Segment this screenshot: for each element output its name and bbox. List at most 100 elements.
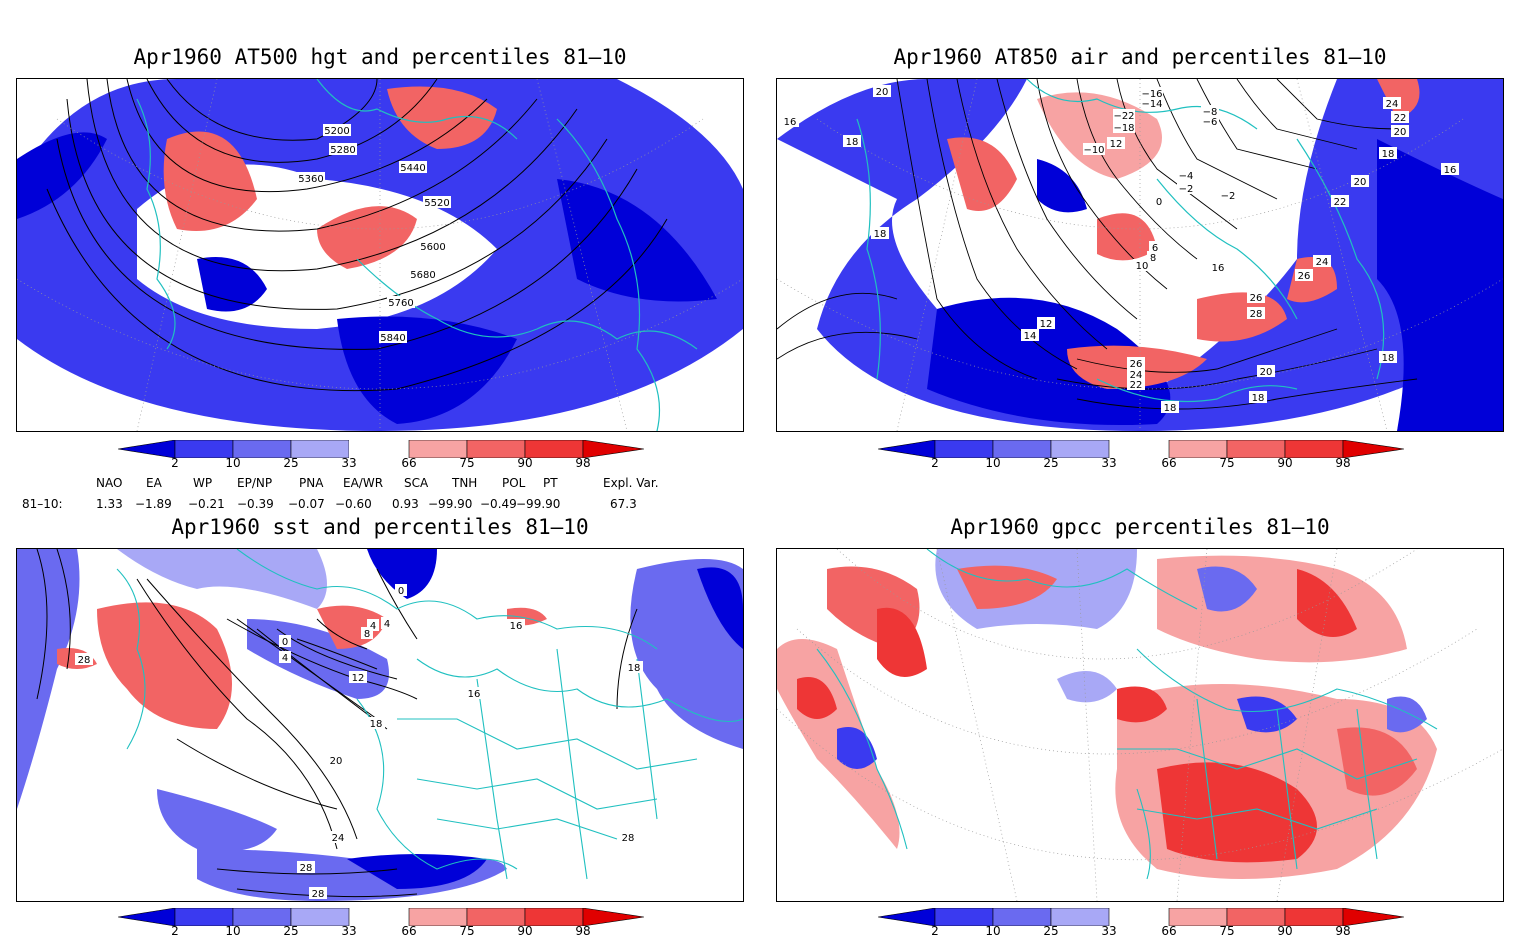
contour-label: −16 [1141, 87, 1163, 100]
colorbar-tick: 90 [1277, 456, 1293, 470]
colorbar-tick: 66 [401, 924, 417, 938]
svg-text:28: 28 [300, 863, 313, 874]
svg-text:18: 18 [1252, 393, 1265, 404]
index-value: −0.07 [288, 497, 325, 511]
colorbar-tick: 75 [1219, 924, 1235, 938]
svg-text:−14: −14 [1141, 99, 1162, 110]
contour-label: 10 [1133, 259, 1151, 272]
colorbar-tick: 66 [401, 456, 417, 470]
panel-title-gpcc: Apr1960 gpcc percentiles 81–10 [950, 515, 1330, 539]
contour-label: −4 [1177, 169, 1195, 182]
svg-text:18: 18 [874, 229, 887, 240]
svg-text:18: 18 [846, 137, 859, 148]
colorbar-tick: 10 [225, 456, 241, 470]
svg-text:28: 28 [1250, 309, 1263, 320]
index-header: EA/WR [343, 476, 384, 490]
contour-label: −2 [1177, 182, 1195, 195]
contour-label: 5280 [329, 143, 357, 156]
index-value-row: 81–10: 1.33 −1.89 −0.21 −0.39 −0.07 −0.6… [0, 497, 760, 513]
contour-label: 8 [361, 627, 373, 640]
contour-label: 26 [1295, 269, 1313, 282]
contour-label: 20 [1391, 125, 1409, 138]
index-header: NAO [96, 476, 123, 490]
contour-label: 18 [871, 227, 889, 240]
svg-text:−2: −2 [1221, 191, 1236, 202]
svg-text:12: 12 [1040, 319, 1053, 330]
index-value: 0.93 [392, 497, 419, 511]
contour-label: 28 [75, 653, 93, 666]
map-gpcc [776, 548, 1504, 902]
svg-text:−6: −6 [1203, 117, 1218, 128]
map-sst: 0 4 8 4 12 16 0 4 16 18 20 24 28 28 28 1… [16, 548, 744, 902]
contour-label: 5520 [423, 196, 451, 209]
index-header: EP/NP [237, 476, 273, 490]
colorbar-tick: 90 [1277, 924, 1293, 938]
svg-text:20: 20 [330, 756, 343, 767]
svg-text:−4: −4 [1179, 171, 1194, 182]
contour-label: −8 [1201, 105, 1219, 118]
contour-label: 0 [1153, 195, 1165, 208]
svg-text:5440: 5440 [400, 163, 425, 174]
contour-label: 6 [1149, 241, 1161, 254]
panel-title-sst: Apr1960 sst and percentiles 81–10 [171, 515, 589, 539]
svg-text:28: 28 [312, 889, 325, 900]
svg-text:28: 28 [622, 833, 635, 844]
contour-label: 20 [327, 754, 345, 767]
svg-text:18: 18 [1164, 403, 1177, 414]
colorbar-tick: 33 [1101, 456, 1117, 470]
contour-label: 22 [1391, 111, 1409, 124]
index-header-row: NAO EA WP EP/NP PNA EA/WR SCA TNH POL PT… [0, 476, 760, 492]
svg-text:−10: −10 [1083, 145, 1104, 156]
map-at500-hgt: 5200 5280 5360 5440 5520 5600 5680 5760 … [16, 78, 744, 432]
svg-text:10: 10 [1136, 261, 1149, 272]
index-row-label: 81–10: [22, 497, 63, 511]
svg-text:5600: 5600 [420, 242, 445, 253]
contour-label: 28 [1247, 307, 1265, 320]
svg-text:8: 8 [1150, 253, 1156, 264]
svg-text:22: 22 [1394, 113, 1407, 124]
svg-text:0: 0 [1156, 197, 1162, 208]
contour-label: 22 [1127, 378, 1145, 391]
colorbar-tick: 33 [341, 924, 357, 938]
colorbar-tick: 2 [931, 924, 939, 938]
svg-text:24: 24 [1386, 99, 1399, 110]
svg-text:28: 28 [78, 655, 91, 666]
svg-text:0: 0 [282, 637, 288, 648]
index-value: −99.90 [516, 497, 561, 511]
colorbar-tick: 75 [459, 456, 475, 470]
svg-text:8: 8 [364, 629, 370, 640]
colorbar-tick: 33 [1101, 924, 1117, 938]
contour-label: 20 [1351, 175, 1369, 188]
contour-label: 4 [381, 617, 393, 630]
colorbar-tick: 98 [1335, 924, 1351, 938]
contour-label: 18 [1249, 391, 1267, 404]
contour-label: 24 [1383, 97, 1401, 110]
contour-label: 14 [1021, 329, 1039, 342]
colorbar-tick: 2 [171, 924, 179, 938]
svg-text:12: 12 [1110, 139, 1123, 150]
index-value: −0.49 [480, 497, 517, 511]
index-value: 1.33 [96, 497, 123, 511]
svg-text:18: 18 [1382, 353, 1395, 364]
svg-text:−2: −2 [1179, 184, 1194, 195]
contour-label: 20 [873, 85, 891, 98]
contour-label: 28 [297, 861, 315, 874]
colorbar-tick: 90 [517, 924, 533, 938]
contour-label: 18 [367, 717, 385, 730]
svg-text:22: 22 [1130, 380, 1143, 391]
svg-text:16: 16 [1444, 165, 1457, 176]
colorbar-tick: 90 [517, 456, 533, 470]
index-value: −0.60 [335, 497, 372, 511]
svg-text:24: 24 [1130, 370, 1143, 381]
contour-label: −22 [1113, 109, 1135, 122]
svg-text:4: 4 [282, 653, 288, 664]
colorbar-tick: 75 [1219, 456, 1235, 470]
map-at850-canvas: 20 −16 −14 −22 −18 −8 −6 −10 12 −4 −2 0 … [777, 79, 1503, 431]
colorbar-tick: 10 [985, 456, 1001, 470]
contour-label: 4 [279, 651, 291, 664]
index-value: −99.90 [428, 497, 473, 511]
colorbar-tick: 98 [575, 456, 591, 470]
svg-text:16: 16 [1212, 263, 1225, 274]
colorbar-at850: 2 10 25 33 66 75 90 98 [877, 439, 1405, 476]
contour-label: 18 [625, 661, 643, 674]
